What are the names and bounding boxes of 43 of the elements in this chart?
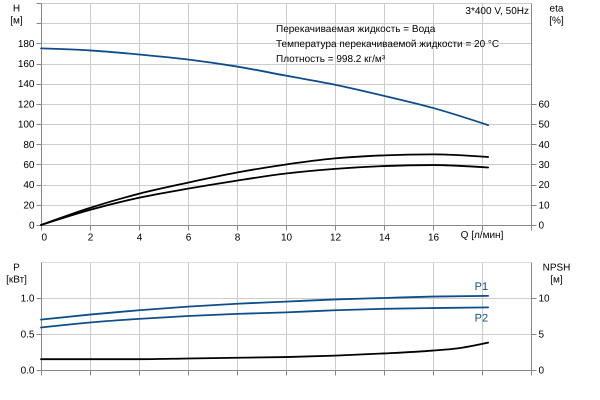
y2-tick-label: 10	[538, 200, 550, 212]
y-tick-label: 100	[18, 120, 35, 131]
annotation: Температура перекачиваемой жидкости = 20 °C	[276, 39, 500, 50]
x-tick-label: 16	[428, 232, 440, 244]
y2-tick-label: 0	[538, 220, 544, 232]
y-tick-label: 60	[23, 160, 35, 171]
y-axis-title: H [м]	[10, 4, 23, 26]
y2-tick-label: 40	[538, 140, 550, 151]
y2-tick-label: 20	[538, 180, 550, 192]
y-tick-label: 0.5	[20, 330, 35, 340]
y-tick-label: 20	[23, 200, 35, 212]
y2-tick-label: 5	[538, 330, 544, 340]
x-tick-label: 4	[136, 232, 143, 244]
series-label: P2	[474, 312, 488, 324]
y-tick-label: 0.0	[20, 366, 35, 376]
y-tick-label: 80	[23, 140, 35, 151]
x-tick-label: 8	[234, 232, 241, 244]
annotation: Перекачиваемая жидкость = Вода	[276, 24, 436, 35]
series-label: P1	[474, 280, 488, 293]
x-tick-label: 2	[88, 232, 94, 244]
y-tick-label: 140	[18, 79, 35, 90]
x-axis-title: Q [л/мин]	[460, 230, 504, 241]
y-tick-label: 0	[28, 220, 35, 232]
x-tick-label: 0	[42, 232, 48, 244]
x-tick-label: 12	[330, 232, 342, 244]
x-tick-label: 10	[280, 232, 292, 244]
annotation: 3*400 V, 50Hz	[465, 6, 529, 17]
y2-tick-label: 60	[538, 99, 550, 110]
y-tick-label: 160	[18, 59, 35, 70]
y-tick-label: 1.0	[20, 294, 35, 304]
y2-tick-label: 10	[538, 294, 550, 304]
x-tick-label: 6	[186, 232, 192, 244]
y-tick-label: 180	[18, 38, 35, 50]
y-axis-title: P [кВт]	[6, 262, 28, 286]
y2-tick-label: 30	[538, 160, 550, 171]
annotation: Плотность = 998.2 кг/м³	[276, 54, 386, 65]
y2-tick-label: 50	[538, 120, 550, 131]
y2-tick-label: 0	[538, 366, 544, 376]
y-tick-label: 40	[23, 180, 35, 192]
x-tick-label: 14	[378, 232, 390, 244]
y2-axis-title: NPSH [м]	[542, 262, 570, 286]
y2-axis-title: eta [%]	[549, 4, 564, 26]
y-tick-label: 120	[18, 99, 35, 110]
